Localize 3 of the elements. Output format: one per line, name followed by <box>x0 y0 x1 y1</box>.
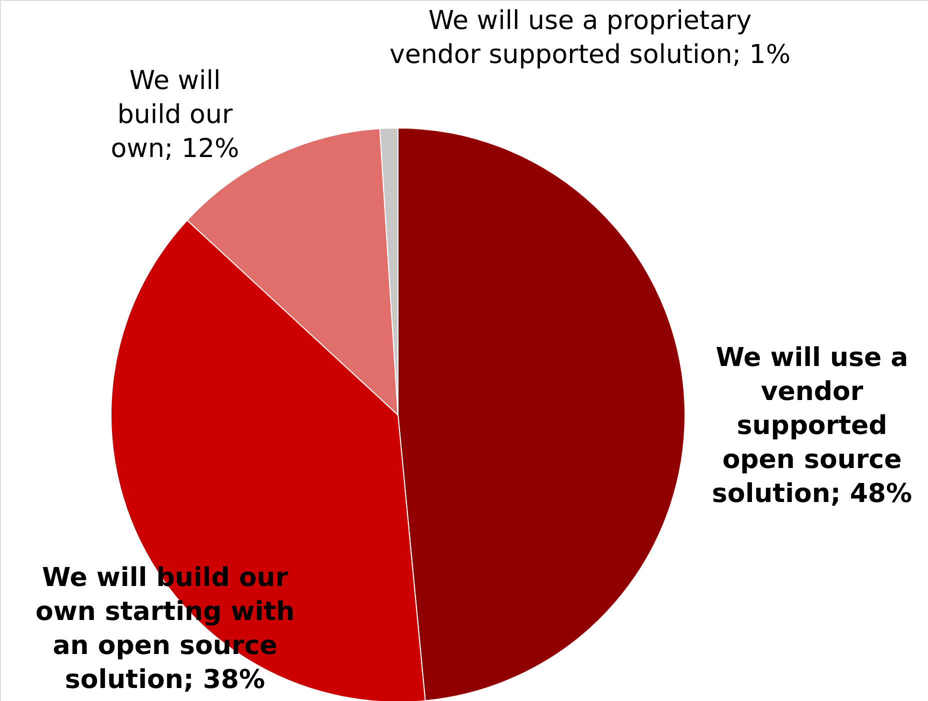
slice-label: We will use a vendor supported open source solution; 48% <box>712 343 912 509</box>
slice-label: We will build our own; 12% <box>110 66 240 164</box>
slice-label: We will use a proprietary vendor supported solution; 1% <box>389 6 791 70</box>
